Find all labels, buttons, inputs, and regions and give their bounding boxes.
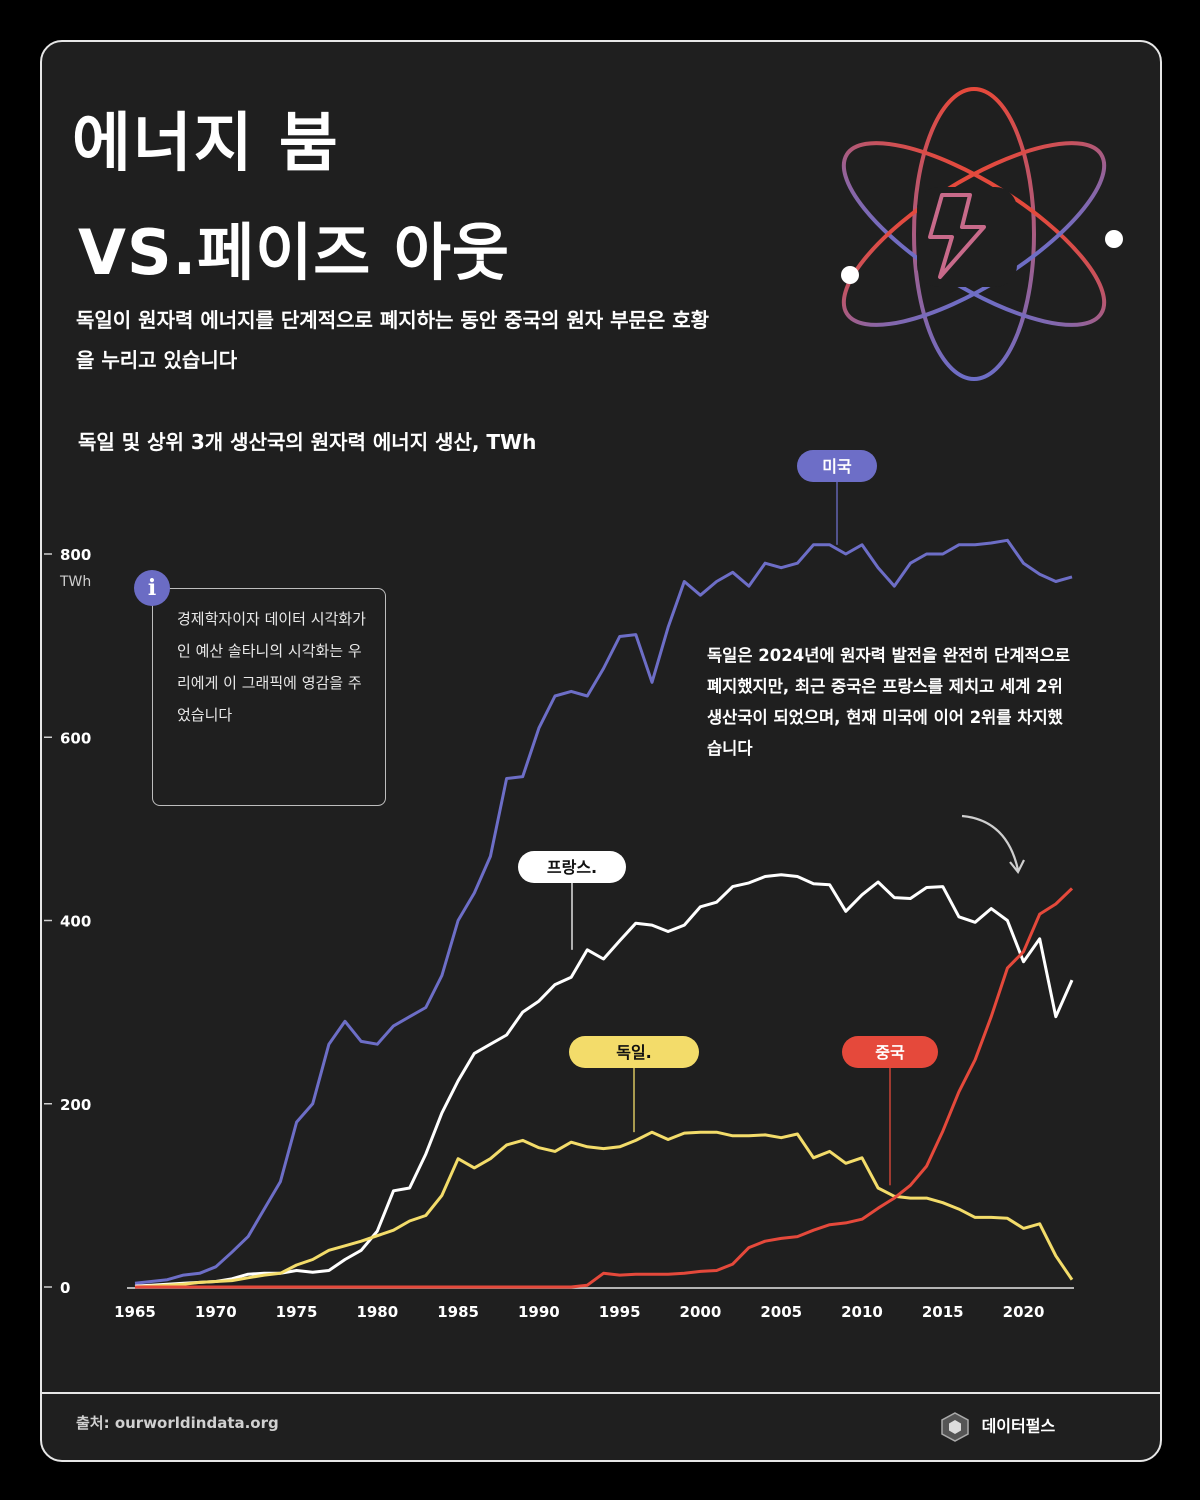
x-tick-label-1975: 1975: [276, 1303, 318, 1321]
page-subtitle: 독일이 원자력 에너지를 단계적으로 폐지하는 동안 중국의 원자 부문은 호황…: [76, 308, 710, 372]
x-tick-label-1970: 1970: [195, 1303, 237, 1321]
series-line-1: [134, 873, 1074, 1288]
x-tick-label-2005: 2005: [760, 1303, 802, 1321]
x-tick-label-2000: 2000: [680, 1303, 722, 1321]
series-line-0: [134, 538, 1073, 1285]
y-axis-unit-label: TWh: [59, 574, 91, 590]
series-pill-0: [797, 450, 877, 482]
lightning-icon: [917, 187, 1017, 287]
y-tick-label-600: 600: [60, 729, 91, 747]
atom-icon: [841, 87, 1123, 381]
curved-arrow-icon: [961, 814, 1025, 875]
series-label-1: 프랑스.: [547, 858, 597, 877]
series-label-2: 독일.: [616, 1043, 652, 1062]
series-label-0: 미국: [822, 457, 852, 476]
info-icon: i: [134, 570, 170, 606]
info-text: 경제학자이자 데이터 시각화가인 예산 솔타니의 시각화는 우리에게 이 그래픽…: [177, 610, 366, 724]
x-tick-label-1995: 1995: [599, 1303, 641, 1321]
brand-name: 데이터펄스: [981, 1416, 1056, 1436]
x-tick-label-2015: 2015: [922, 1303, 964, 1321]
series-line-3: [135, 887, 1074, 1289]
x-tick-label-2020: 2020: [1003, 1303, 1045, 1321]
series-line-2: [134, 1130, 1074, 1289]
series-pill-1: [518, 851, 626, 883]
brand: 데이터펄스: [940, 1412, 1055, 1442]
y-tick-label-400: 400: [60, 913, 91, 931]
infographic-card: 에너지 붐 VS.페이즈 아웃 독일이 원자력 에너지를 단계적으로 폐지하는 …: [40, 40, 1162, 1462]
x-tick-label-1965: 1965: [114, 1303, 156, 1321]
page-title-line2: VS.페이즈 아웃: [78, 216, 510, 289]
brand-logo-icon: [941, 1412, 969, 1442]
x-tick-label-2010: 2010: [841, 1303, 883, 1321]
x-tick-label-1990: 1990: [518, 1303, 560, 1321]
y-tick-label-200: 200: [60, 1096, 91, 1114]
info-box: 경제학자이자 데이터 시각화가인 예산 솔타니의 시각화는 우리에게 이 그래픽…: [152, 588, 386, 806]
chart-annotation: 독일은 2024년에 원자력 발전을 완전히 단계적으로 폐지했지만, 최근 중…: [707, 646, 1071, 758]
x-tick-label-1985: 1985: [437, 1303, 479, 1321]
series-label-3: 중국: [875, 1043, 905, 1062]
line-chart: 0 200 400 600 800 TWh 1965 1970 1975 1980 1985 1990…: [44, 450, 1074, 1321]
y-tick-label-800: 800: [60, 546, 91, 564]
y-tick-label-0: 0: [60, 1279, 70, 1297]
series-pill-3: [842, 1036, 938, 1068]
x-tick-label-1980: 1980: [356, 1303, 398, 1321]
footer-divider: [42, 1392, 1160, 1394]
series-pill-2: [569, 1036, 699, 1068]
page-title-line1: 에너지 붐: [72, 107, 340, 181]
chart-title: 독일 및 상위 3개 생산국의 원자력 에너지 생산, TWh: [78, 430, 537, 454]
source-text: 출처: ourworldindata.org: [76, 1414, 279, 1432]
